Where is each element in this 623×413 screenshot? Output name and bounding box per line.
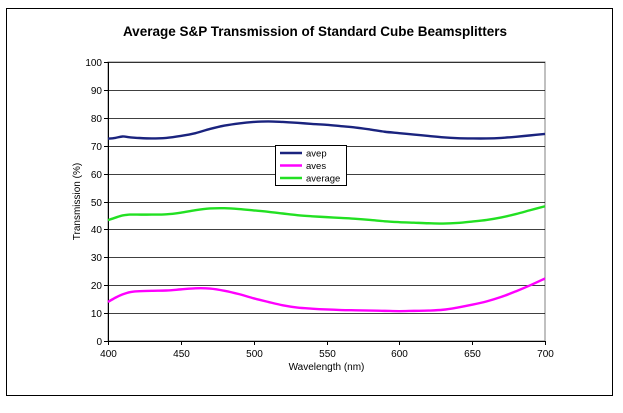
chart-frame: Average S&P Transmission of Standard Cub… [6,8,613,396]
y-tick-label: 20 [91,281,103,292]
series-line-aves [107,277,546,313]
y-tick-label: 60 [91,170,103,181]
y-tick-label: 30 [91,253,103,264]
legend-label-average: average [306,174,340,185]
x-axis-label: Wavelength (nm) [289,362,365,373]
chart-svg: Average S&P Transmission of Standard Cub… [72,24,554,373]
x-tick-label: 450 [173,349,190,360]
y-tick-label: 100 [85,58,102,69]
y-tick-label: 90 [91,86,103,97]
legend-label-aves: aves [306,161,326,172]
series-line-avep [107,120,546,140]
y-tick-label: 0 [96,337,102,348]
x-tick-label: 500 [246,349,263,360]
x-tick-label: 550 [319,349,336,360]
x-tick-label: 650 [464,349,481,360]
y-axis-label: Transmission (%) [72,163,83,240]
y-tick-label: 70 [91,142,103,153]
y-tick-label: 40 [91,225,103,236]
x-tick-label: 400 [100,349,117,360]
y-tick-label: 10 [91,309,103,320]
series-line-average [107,205,546,225]
y-tick-label: 50 [91,198,103,209]
x-tick-label: 700 [537,349,554,360]
plot-area [107,61,546,342]
legend-label-avep: avep [306,149,327,160]
axes: 0 10 20 30 40 50 60 70 80 90 100 400 450 500 550 600 650… [85,58,554,360]
series-lines [107,120,546,313]
y-tick-label: 80 [91,114,103,125]
x-tick-label: 600 [391,349,408,360]
chart-title: Average S&P Transmission of Standard Cub… [123,24,507,39]
